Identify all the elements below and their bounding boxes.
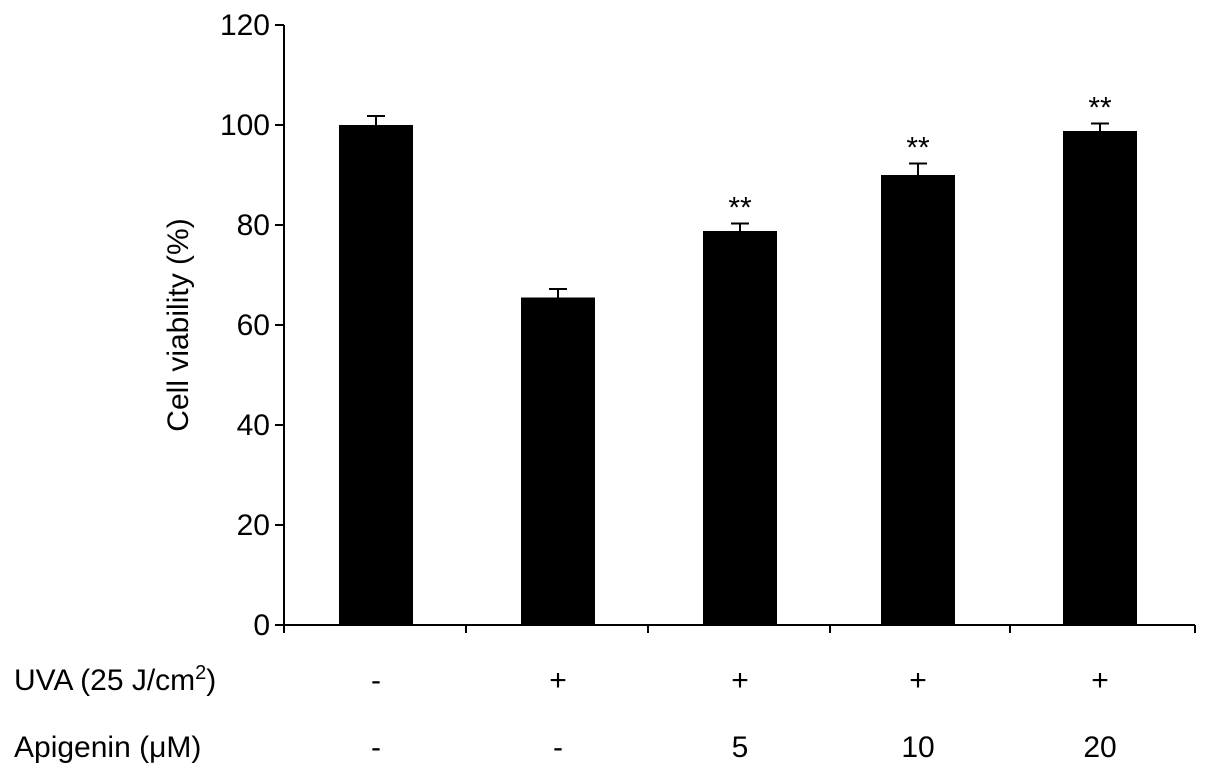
- condition-0-value-4: +: [1091, 664, 1109, 697]
- y-tick-label-3: 60: [237, 309, 270, 342]
- significance-mark-4: **: [1088, 92, 1112, 125]
- y-tick-label-2: 40: [237, 409, 270, 442]
- plot-area: 0 20 40 60 80 100 120 ** ** ** UVA (25 J/cm2) - + + + +…: [14, 9, 1196, 764]
- bar-3: [881, 175, 955, 625]
- y-tick-label-5: 100: [220, 109, 270, 142]
- y-tick-label-6: 120: [220, 9, 270, 42]
- condition-label-0: UVA (25 J/cm2): [14, 662, 216, 697]
- bar-4: [1063, 131, 1137, 625]
- condition-1-value-2: 5: [732, 731, 749, 764]
- bar-2: [703, 231, 777, 625]
- condition-0-value-0: -: [371, 664, 381, 697]
- y-tick-label-1: 20: [237, 509, 270, 542]
- bar-1: [521, 297, 595, 625]
- condition-0-value-3: +: [909, 664, 927, 697]
- y-tick-label-4: 80: [237, 209, 270, 242]
- condition-1-value-3: 10: [901, 731, 934, 764]
- bar-0: [339, 125, 413, 625]
- significance-mark-2: **: [728, 192, 752, 225]
- condition-1-value-4: 20: [1083, 731, 1116, 764]
- y-tick-label-0: 0: [253, 609, 270, 642]
- condition-0-value-2: +: [731, 664, 749, 697]
- condition-1-value-1: -: [553, 731, 563, 764]
- condition-label-1: Apigenin (μM): [14, 731, 201, 764]
- y-axis-title: Cell viability (%): [162, 218, 195, 431]
- condition-0-value-1: +: [549, 664, 567, 697]
- significance-mark-3: **: [906, 132, 930, 165]
- condition-1-value-0: -: [371, 731, 381, 764]
